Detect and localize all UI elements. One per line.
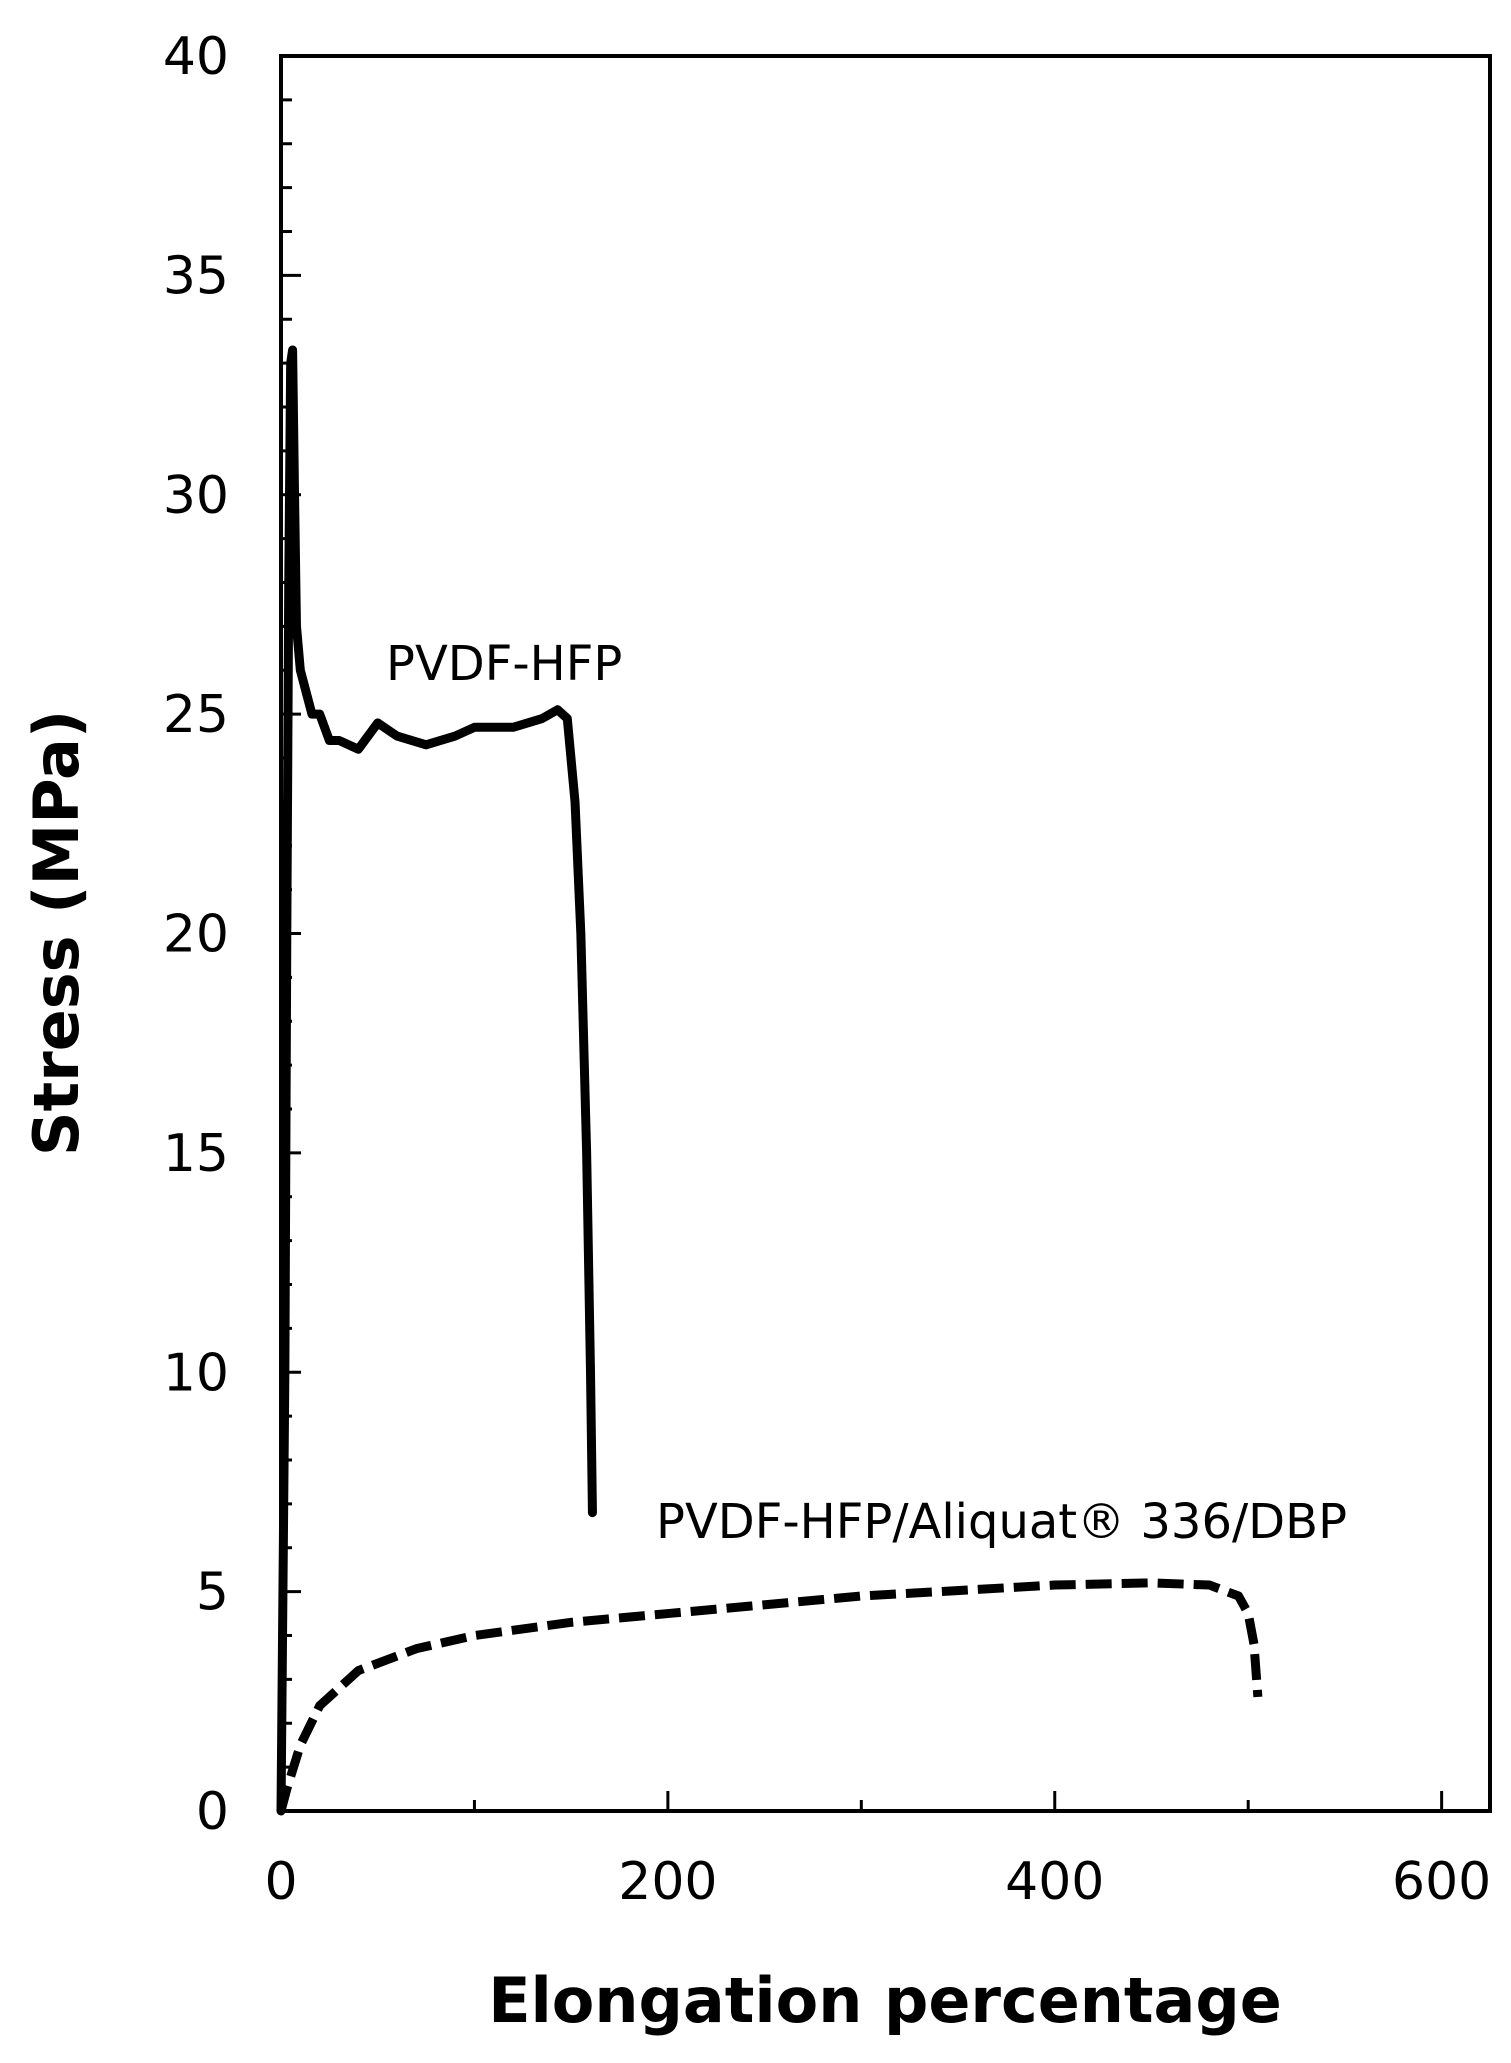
x-tick-label: 600 <box>1392 1852 1491 1912</box>
x-tick-label: 200 <box>618 1852 717 1912</box>
y-tick-label: 5 <box>196 1563 229 1623</box>
y-tick-label: 35 <box>163 246 229 306</box>
y-tick-label: 25 <box>163 685 229 745</box>
y-tick-label: 40 <box>163 27 229 87</box>
y-tick-label: 10 <box>163 1343 229 1403</box>
x-axis-title: Elongation percentage <box>488 1964 1282 2037</box>
x-tick-label: 400 <box>1005 1852 1104 1912</box>
series-line <box>276 1578 1263 1813</box>
series-line <box>276 345 597 1816</box>
x-tick-label: 0 <box>264 1852 297 1912</box>
y-tick-label: 30 <box>163 466 229 526</box>
series-label: PVDF-HFP/Aliquat® 336/DBP <box>656 1494 1347 1550</box>
y-axis-title: Stress (MPa) <box>20 710 93 1156</box>
y-tick-label: 0 <box>196 1782 229 1842</box>
y-tick-label: 20 <box>163 905 229 965</box>
y-tick-label: 15 <box>163 1124 229 1184</box>
series-label: PVDF-HFP <box>386 636 622 692</box>
